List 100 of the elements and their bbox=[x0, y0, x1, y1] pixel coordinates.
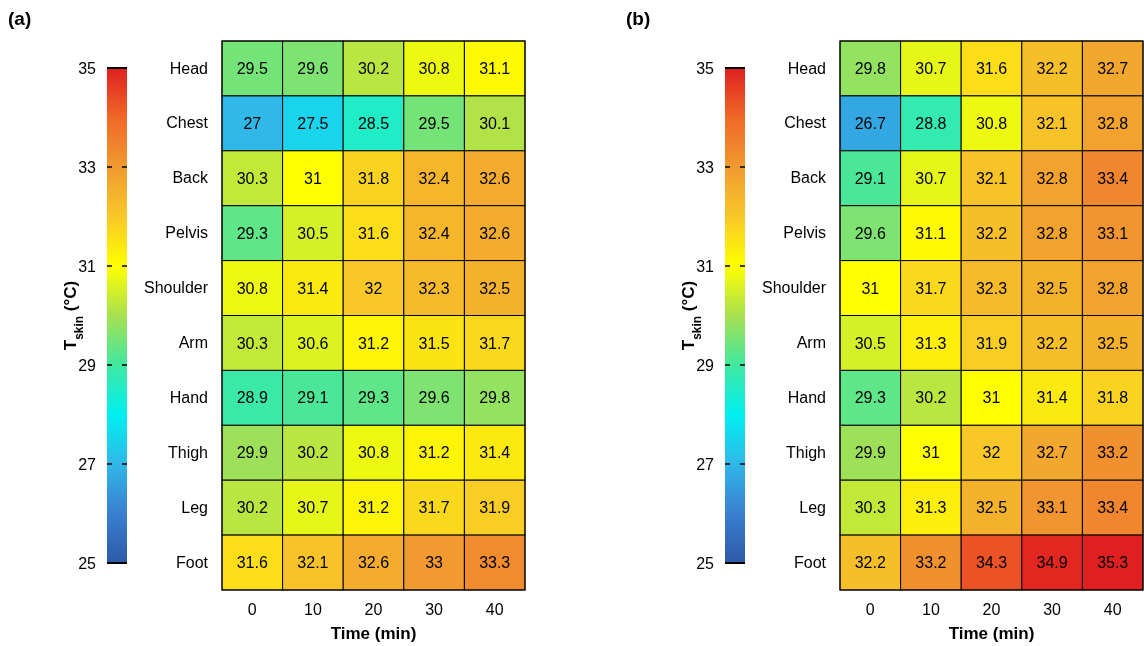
data-label: 32.6 bbox=[479, 169, 511, 187]
data-label: 32.2 bbox=[1036, 60, 1068, 78]
data-label: 30.2 bbox=[915, 389, 947, 407]
color-bar-label: 33 bbox=[696, 158, 715, 176]
data-label: 29.3 bbox=[854, 389, 886, 407]
data-label: 29.5 bbox=[418, 114, 450, 132]
data-label: 32.7 bbox=[1036, 444, 1068, 462]
data-label: 32.3 bbox=[975, 279, 1008, 297]
data-label: 31.1 bbox=[479, 60, 511, 78]
data-label: 29.6 bbox=[854, 224, 886, 242]
data-label: 33 bbox=[425, 554, 444, 572]
text: (a) bbox=[8, 8, 32, 29]
y-tick-label: Shoulder bbox=[761, 279, 827, 297]
x-tick-label: 40 bbox=[1103, 601, 1122, 619]
x-axis-title: Time (min) bbox=[330, 624, 417, 643]
data-label: 29.3 bbox=[236, 224, 268, 242]
data-label: 32.4 bbox=[418, 169, 450, 187]
data-label: 33.2 bbox=[915, 554, 947, 572]
data-label: 31.7 bbox=[915, 279, 947, 297]
data-label: 30.8 bbox=[357, 444, 390, 462]
data-label: 33.1 bbox=[1097, 224, 1129, 242]
y-tick-label: Hand bbox=[169, 388, 208, 406]
x-tick-label: 30 bbox=[425, 601, 444, 619]
data-label: 31.7 bbox=[479, 334, 511, 352]
y-tick-label: Arm bbox=[178, 334, 208, 352]
data-label: 31 bbox=[304, 169, 322, 187]
data-label: 32.8 bbox=[1097, 279, 1129, 297]
data-label: 34.9 bbox=[1036, 554, 1068, 572]
data-label: 31.2 bbox=[357, 499, 390, 517]
color-bar-label: 27 bbox=[78, 455, 97, 473]
data-label: 32.2 bbox=[975, 224, 1008, 242]
data-label: 31.9 bbox=[479, 499, 511, 517]
data-label: 33.3 bbox=[479, 554, 511, 572]
color-bar-label: 35 bbox=[78, 59, 97, 77]
color-bar-label: 27 bbox=[696, 455, 715, 473]
data-label: 32.5 bbox=[975, 499, 1008, 517]
y-tick-label: Chest bbox=[784, 114, 827, 132]
data-label: 31.2 bbox=[357, 334, 390, 352]
data-label: 29.3 bbox=[357, 389, 390, 407]
data-label: 33.4 bbox=[1097, 169, 1129, 187]
data-label: 32.6 bbox=[479, 224, 511, 242]
x-tick-label: 10 bbox=[304, 601, 322, 619]
data-label: 30.8 bbox=[418, 60, 450, 78]
data-label: 28.8 bbox=[915, 114, 947, 132]
data-label: 34.3 bbox=[975, 554, 1008, 572]
data-label: 31.9 bbox=[975, 334, 1008, 352]
x-axis-title: Time (min) bbox=[948, 624, 1035, 643]
data-label: 27 bbox=[243, 114, 262, 132]
data-label: 31.3 bbox=[915, 334, 947, 352]
y-tick-label: Foot bbox=[175, 553, 209, 571]
data-label: 30.6 bbox=[297, 334, 329, 352]
data-label: 32.6 bbox=[357, 554, 390, 572]
y-tick-label: Arm bbox=[796, 334, 826, 352]
y-tick-label: Shoulder bbox=[143, 279, 209, 297]
data-label: 29.5 bbox=[236, 60, 268, 78]
color-bar-label: 35 bbox=[696, 59, 715, 77]
color-bar-label: 29 bbox=[78, 356, 97, 374]
data-label: 31 bbox=[922, 444, 940, 462]
y-tick-label: Leg bbox=[799, 498, 826, 516]
data-label: 29.6 bbox=[418, 389, 450, 407]
data-label: 30.3 bbox=[236, 334, 268, 352]
color-bar-label: 29 bbox=[696, 356, 715, 374]
data-label: 29.6 bbox=[297, 60, 329, 78]
data-label: 29.1 bbox=[297, 389, 329, 407]
data-label: 31.3 bbox=[915, 499, 947, 517]
data-label: 26.7 bbox=[854, 114, 886, 132]
data-label: 30.7 bbox=[915, 169, 947, 187]
data-label: 32.1 bbox=[1036, 114, 1068, 132]
data-label: 28.5 bbox=[357, 114, 390, 132]
y-tick-label: Head bbox=[787, 59, 826, 77]
y-tick-label: Pelvis bbox=[783, 224, 826, 242]
color-bar-label: 31 bbox=[78, 257, 97, 275]
x-tick-label: 0 bbox=[865, 601, 875, 619]
data-label: 32.2 bbox=[1036, 334, 1068, 352]
data-label: 31.5 bbox=[418, 334, 450, 352]
y-tick-label: Leg bbox=[181, 498, 208, 516]
data-label: 29.8 bbox=[854, 60, 886, 78]
data-label: 31 bbox=[861, 279, 880, 297]
color-bar-label: 25 bbox=[696, 554, 715, 572]
data-label: 29.9 bbox=[854, 444, 886, 462]
data-label: 31.6 bbox=[357, 224, 390, 242]
data-label: 31.6 bbox=[236, 554, 268, 572]
data-label: 31.4 bbox=[479, 444, 511, 462]
y-tick-label: Pelvis bbox=[165, 224, 208, 242]
y-tick-label: Thigh bbox=[785, 443, 826, 461]
x-tick-label: 0 bbox=[247, 601, 257, 619]
color-bar-label: 31 bbox=[696, 257, 715, 275]
data-label: 31.4 bbox=[1036, 389, 1068, 407]
x-tick-label: 10 bbox=[922, 601, 940, 619]
y-tick-label: Back bbox=[172, 169, 209, 187]
data-label: 31.6 bbox=[975, 60, 1008, 78]
data-label: 30.2 bbox=[297, 444, 329, 462]
data-label: 32 bbox=[364, 279, 383, 297]
data-label: 32.5 bbox=[1097, 334, 1129, 352]
data-label: 31.8 bbox=[357, 169, 390, 187]
y-tick-label: Back bbox=[790, 169, 827, 187]
x-tick-label: 20 bbox=[364, 601, 383, 619]
data-label: 30.7 bbox=[915, 60, 947, 78]
data-label: 31.8 bbox=[1097, 389, 1129, 407]
data-label: 33.4 bbox=[1097, 499, 1129, 517]
